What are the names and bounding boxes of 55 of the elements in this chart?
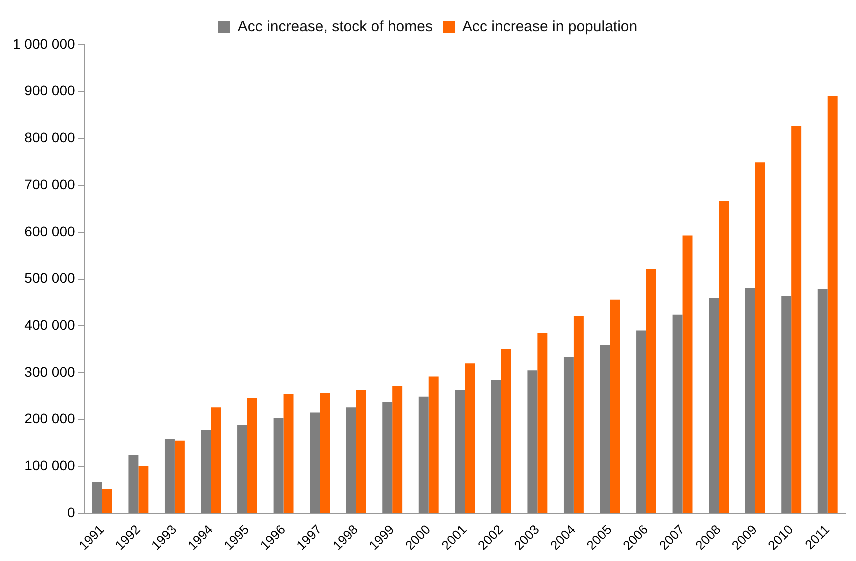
bar	[574, 316, 584, 514]
bar	[392, 386, 403, 514]
bar	[346, 408, 356, 514]
bar	[709, 298, 720, 514]
bar	[828, 96, 838, 514]
bar	[356, 390, 366, 514]
bar	[238, 424, 248, 514]
bar	[672, 314, 683, 514]
bar	[274, 418, 284, 514]
bar	[719, 201, 730, 514]
bar	[610, 300, 620, 514]
y-tick-label: 900 000	[24, 82, 76, 99]
bar	[128, 455, 139, 514]
bar	[465, 364, 476, 514]
bar	[138, 466, 149, 514]
y-tick-label: 400 000	[24, 316, 76, 333]
y-tick-label: 200 000	[24, 410, 76, 427]
bar	[284, 394, 294, 514]
bar	[528, 370, 538, 514]
bar	[102, 489, 112, 514]
legend-label: Acc increase, stock of homes	[238, 18, 433, 36]
bar	[818, 289, 828, 514]
bar	[564, 358, 574, 514]
legend-label: Acc increase in population	[462, 18, 638, 36]
bar	[538, 333, 548, 514]
bar	[382, 402, 393, 514]
y-tick-label: 800 000	[24, 130, 76, 146]
bar	[792, 126, 802, 514]
y-tick-label: 600 000	[24, 223, 76, 240]
bar	[248, 398, 258, 514]
bar	[201, 430, 212, 514]
y-tick-label: 1 000 000	[12, 36, 76, 52]
bar	[782, 296, 792, 514]
y-tick-label: 100 000	[24, 458, 76, 474]
y-tick-label: 0	[67, 504, 76, 520]
bar	[310, 412, 320, 514]
bar	[755, 162, 766, 514]
bar	[646, 269, 656, 514]
bar	[600, 345, 610, 514]
bar	[501, 350, 512, 514]
y-tick-label: 300 000	[24, 364, 76, 380]
bar	[428, 376, 439, 514]
bar	[418, 396, 429, 514]
bar	[92, 482, 102, 514]
bar	[455, 390, 466, 514]
bar	[745, 288, 756, 514]
y-tick-label: 500 000	[24, 270, 76, 286]
y-tick-label: 700 000	[24, 176, 76, 192]
bar	[211, 408, 222, 514]
bar	[682, 236, 693, 514]
bar	[320, 393, 330, 514]
bar	[164, 439, 175, 514]
bar	[636, 330, 647, 514]
bar	[174, 440, 185, 514]
bar	[491, 380, 502, 514]
